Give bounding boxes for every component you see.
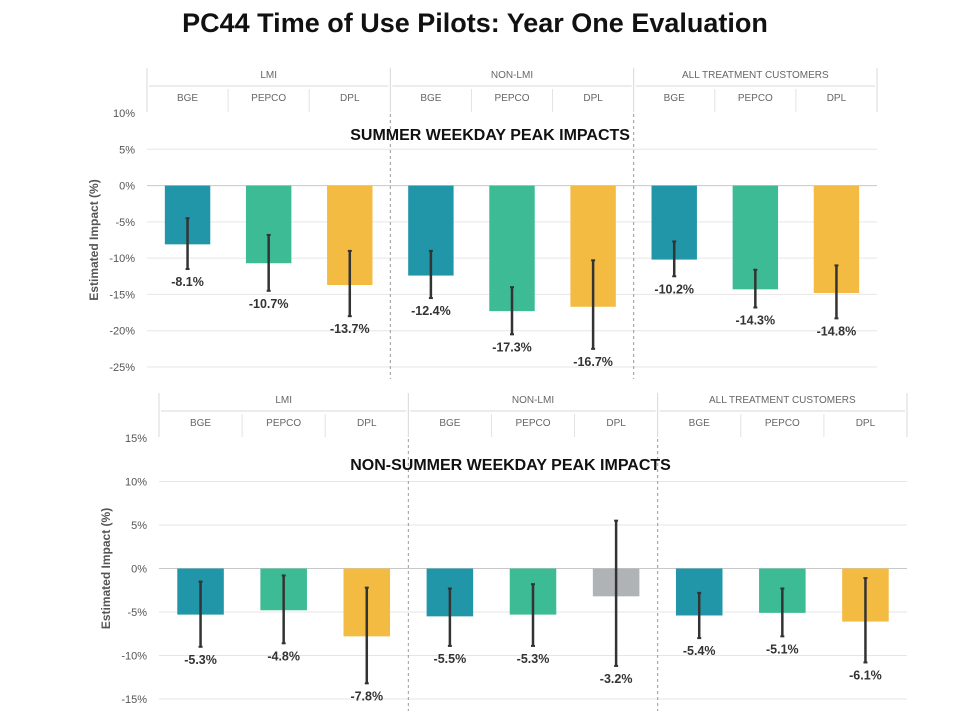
- category-header: DPL: [357, 418, 377, 429]
- data-label: -13.7%: [330, 322, 370, 336]
- data-label: -5.3%: [184, 653, 217, 667]
- y-tick-label: -5%: [127, 607, 147, 619]
- data-label: -3.2%: [600, 672, 633, 686]
- panel-title: SUMMER WEEKDAY PEAK IMPACTS: [350, 127, 630, 144]
- group-header: ALL TREATMENT CUSTOMERS: [682, 70, 829, 81]
- data-label: -5.5%: [434, 652, 467, 666]
- y-tick-label: 0%: [119, 181, 135, 193]
- data-label: -12.4%: [411, 304, 451, 318]
- group-header: ALL TREATMENT CUSTOMERS: [709, 395, 856, 406]
- y-tick-label: -5%: [115, 217, 135, 229]
- group-header: LMI: [260, 70, 277, 81]
- y-tick-label: 5%: [131, 520, 147, 532]
- category-header: BGE: [177, 93, 198, 104]
- data-label: -5.1%: [766, 642, 799, 656]
- group-header: NON-LMI: [491, 70, 533, 81]
- category-header: DPL: [827, 93, 847, 104]
- y-tick-label: -10%: [109, 253, 135, 265]
- category-header: DPL: [583, 93, 603, 104]
- y-tick-label: 15%: [125, 433, 147, 445]
- page-title: PC44 Time of Use Pilots: Year One Evalua…: [182, 8, 768, 38]
- data-label: -4.8%: [267, 649, 300, 663]
- data-label: -16.7%: [573, 355, 613, 369]
- category-header: BGE: [689, 418, 710, 429]
- data-label: -6.1%: [849, 668, 882, 682]
- category-header: DPL: [340, 93, 360, 104]
- y-axis-label: Estimated Impact (%): [87, 179, 101, 300]
- data-label: -14.3%: [736, 313, 776, 327]
- category-header: DPL: [856, 418, 876, 429]
- category-header: BGE: [190, 418, 211, 429]
- y-axis-label: Estimated Impact (%): [99, 508, 113, 629]
- y-tick-label: -20%: [109, 326, 135, 338]
- data-label: -14.8%: [817, 324, 857, 338]
- data-label: -10.2%: [654, 282, 694, 296]
- category-header: PEPCO: [765, 418, 800, 429]
- non-summer-peak-chart: LMI BGE PEPCO DPL NON-LMI BGE PEPCO DPL ALL TREA…: [99, 393, 908, 711]
- category-header: DPL: [606, 418, 626, 429]
- category-header: BGE: [420, 93, 441, 104]
- category-header: PEPCO: [738, 93, 773, 104]
- y-tick-label: 10%: [113, 108, 135, 120]
- category-header: PEPCO: [266, 418, 301, 429]
- group-header: NON-LMI: [512, 395, 554, 406]
- data-label: -17.3%: [492, 340, 532, 354]
- category-header: BGE: [664, 93, 685, 104]
- panel-title: NON-SUMMER WEEKDAY PEAK IMPACTS: [350, 457, 671, 474]
- data-label: -5.4%: [683, 644, 716, 658]
- group-header: LMI: [275, 395, 292, 406]
- data-label: -8.1%: [171, 275, 204, 289]
- y-tick-label: -10%: [121, 651, 147, 663]
- data-label: -10.7%: [249, 297, 289, 311]
- category-header: BGE: [439, 418, 460, 429]
- y-tick-label: -15%: [121, 694, 147, 706]
- data-label: -7.8%: [350, 689, 383, 703]
- category-header: PEPCO: [515, 418, 550, 429]
- category-header: PEPCO: [494, 93, 529, 104]
- summer-peak-chart: LMI BGE PEPCO DPL NON-LMI BGE PEPCO DPL ALL TREA…: [87, 68, 878, 379]
- y-tick-label: 0%: [131, 564, 147, 576]
- data-label: -5.3%: [517, 652, 550, 666]
- category-header: PEPCO: [251, 93, 286, 104]
- y-tick-label: -15%: [109, 289, 135, 301]
- y-tick-label: 5%: [119, 144, 135, 156]
- y-tick-label: 10%: [125, 477, 147, 489]
- y-tick-label: -25%: [109, 362, 135, 374]
